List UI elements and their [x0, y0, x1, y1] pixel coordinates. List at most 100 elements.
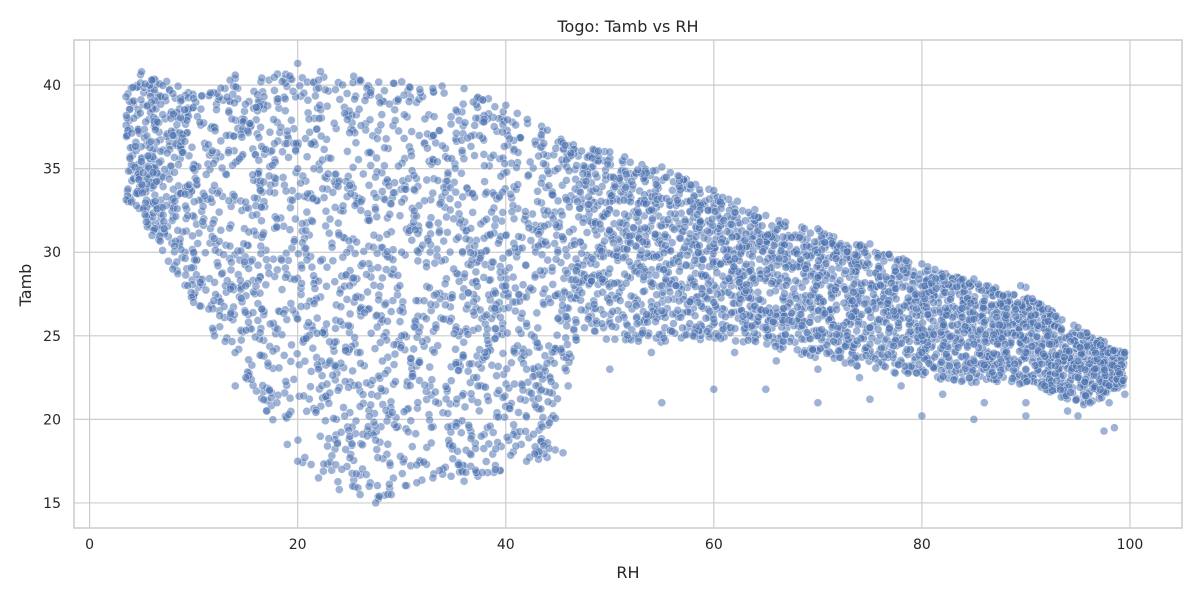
scatter-point — [571, 266, 581, 275]
scatter-point — [345, 128, 354, 137]
scatter-point — [373, 391, 383, 401]
scatter-point — [773, 270, 783, 280]
scatter-point — [543, 255, 553, 265]
scatter-point — [289, 375, 299, 384]
scatter-point — [511, 120, 521, 130]
scatter-point — [393, 95, 403, 104]
scatter-point — [533, 323, 543, 333]
scatter-point — [534, 151, 543, 161]
scatter-point — [226, 265, 236, 275]
scatter-point — [726, 220, 736, 229]
scatter-point — [431, 387, 440, 397]
scatter-point — [762, 265, 772, 275]
scatter-point — [624, 257, 634, 267]
scatter-point — [859, 299, 869, 309]
scatter-point — [757, 221, 767, 231]
scatter-point — [330, 203, 340, 212]
scatter-point — [822, 340, 832, 350]
scatter-point — [337, 464, 347, 474]
scatter-point — [562, 176, 571, 185]
scatter-point — [771, 342, 780, 351]
scatter-point — [751, 337, 760, 346]
scatter-point — [938, 341, 948, 350]
scatter-point — [289, 237, 299, 246]
scatter-point — [363, 287, 372, 297]
scatter-point — [1108, 346, 1118, 356]
scatter-point — [293, 435, 303, 445]
scatter-point — [396, 343, 406, 352]
scatter-point — [371, 193, 381, 202]
scatter-point — [717, 238, 726, 247]
scatter-point — [302, 152, 312, 161]
scatter-point — [374, 77, 384, 87]
scatter-point — [250, 193, 259, 203]
scatter-point — [273, 324, 282, 334]
scatter-point — [382, 247, 392, 256]
scatter-point — [273, 94, 283, 104]
scatter-point — [509, 420, 518, 430]
scatter-point — [248, 308, 258, 317]
scatter-point — [424, 220, 434, 229]
scatter-point — [434, 228, 444, 237]
scatter-point — [405, 82, 414, 92]
scatter-point — [712, 268, 722, 278]
scatter-point — [903, 368, 913, 378]
scatter-point — [781, 280, 791, 290]
scatter-point — [740, 236, 750, 245]
scatter-point — [299, 88, 309, 98]
scatter-point — [626, 291, 636, 301]
scatter-point — [348, 163, 358, 172]
scatter-point — [791, 294, 801, 303]
scatter-point — [325, 388, 335, 398]
scatter-point — [881, 272, 891, 282]
scatter-point — [198, 202, 208, 211]
scatter-point — [158, 81, 168, 90]
scatter-point — [1022, 377, 1031, 386]
scatter-point — [557, 232, 567, 241]
scatter-point — [596, 197, 606, 206]
scatter-point — [390, 105, 400, 115]
scatter-point — [372, 249, 382, 258]
scatter-point — [420, 114, 430, 124]
scatter-point — [464, 420, 474, 430]
scatter-point — [912, 304, 921, 314]
scatter-point — [533, 197, 542, 206]
scatter-point — [488, 428, 498, 437]
scatter-point — [352, 237, 361, 247]
scatter-point — [383, 439, 393, 449]
scatter-point — [187, 263, 196, 273]
scatter-point — [216, 136, 226, 146]
scatter-point — [890, 284, 900, 293]
scatter-point — [787, 317, 797, 326]
scatter-point — [458, 99, 468, 109]
scatter-point — [852, 326, 862, 336]
scatter-point — [333, 385, 343, 395]
scatter-point — [439, 236, 449, 246]
scatter-point — [277, 255, 287, 265]
scatter-point — [284, 153, 293, 162]
scatter-point — [731, 336, 740, 346]
scatter-point — [513, 180, 523, 189]
scatter-point — [173, 81, 183, 91]
scatter-point — [776, 246, 786, 255]
scatter-point — [841, 266, 850, 276]
scatter-point — [945, 361, 954, 371]
scatter-point — [664, 197, 674, 206]
scatter-point — [366, 88, 375, 97]
scatter-point — [504, 263, 514, 273]
scatter-point — [151, 125, 160, 135]
scatter-point — [409, 185, 419, 194]
scatter-point — [454, 366, 464, 375]
scatter-point — [454, 277, 464, 286]
scatter-point — [324, 399, 334, 408]
scatter-point — [526, 236, 536, 245]
scatter-point — [322, 379, 332, 389]
scatter-point — [356, 121, 366, 130]
scatter-point — [302, 207, 312, 217]
scatter-point — [201, 248, 210, 257]
scatter-point — [342, 295, 352, 304]
scatter-point — [389, 420, 399, 429]
scatter-point — [466, 434, 476, 443]
scatter-point — [280, 106, 290, 116]
scatter-point — [418, 337, 427, 346]
